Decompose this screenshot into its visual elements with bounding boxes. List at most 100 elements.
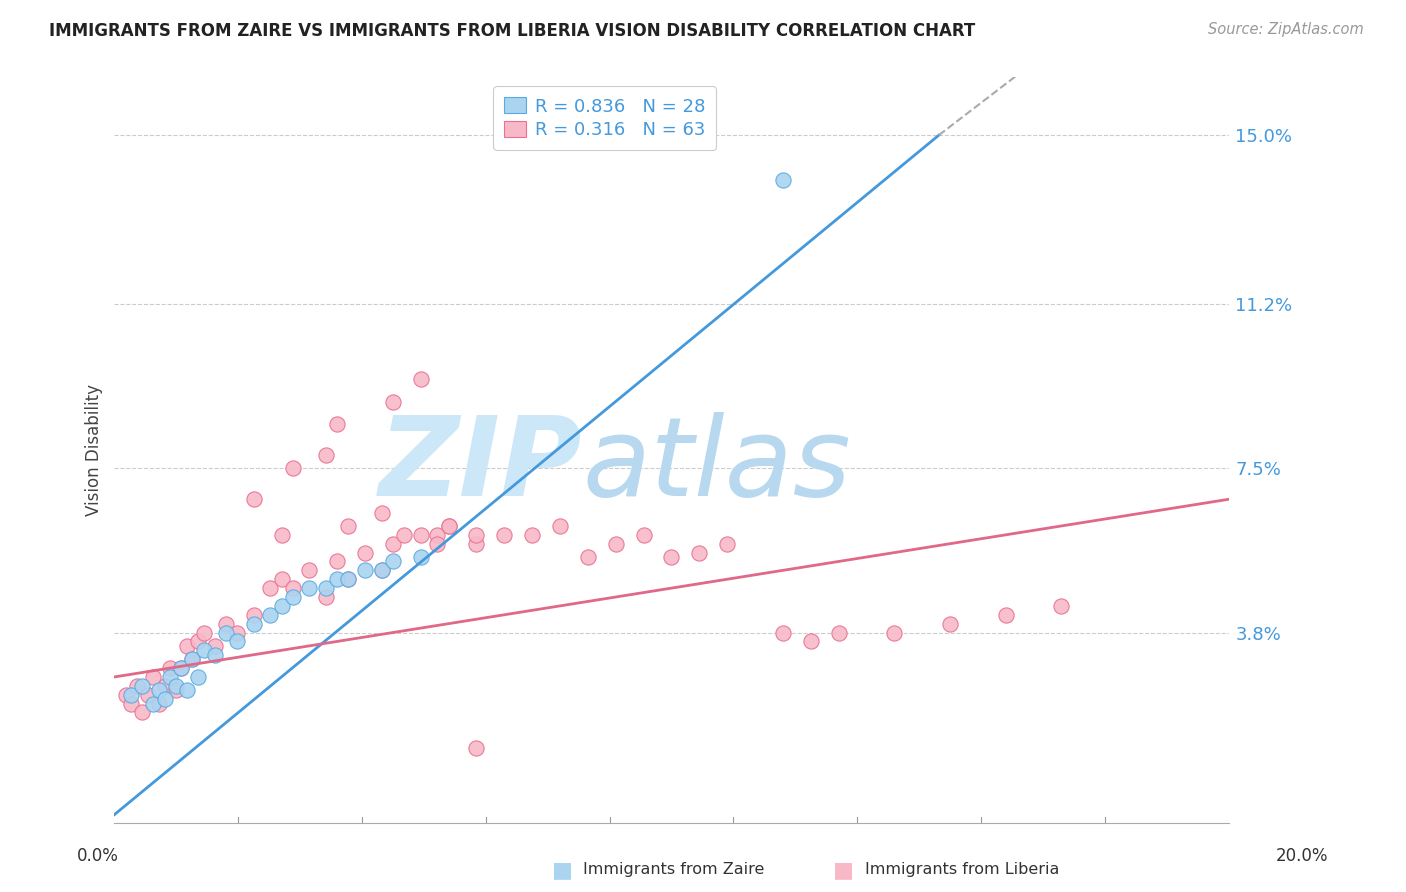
Point (371, 506, 394, 520)
Point (371, 563, 394, 577)
Point (226, 634, 249, 648)
Point (131, 679, 153, 693)
Point (204, 639, 226, 653)
Point (165, 683, 187, 698)
Point (270, 599, 292, 613)
Point (326, 554, 349, 568)
Point (298, 563, 321, 577)
Point (181, 652, 204, 666)
Point (242, 616, 264, 631)
Point (120, 688, 142, 702)
Point (187, 670, 209, 684)
Point (465, 528, 488, 542)
Point (281, 590, 304, 604)
Point (315, 448, 337, 462)
Text: Source: ZipAtlas.com: Source: ZipAtlas.com (1208, 22, 1364, 37)
Text: ZIP: ZIP (378, 412, 582, 519)
Point (315, 581, 337, 595)
Text: atlas: atlas (582, 412, 851, 519)
Point (270, 572, 292, 586)
Point (181, 652, 204, 666)
Point (259, 607, 281, 622)
Point (827, 625, 849, 640)
Text: 0.0%: 0.0% (77, 847, 120, 865)
Point (242, 492, 264, 507)
Point (270, 528, 292, 542)
Text: ■: ■ (553, 860, 572, 880)
Point (165, 679, 187, 693)
Point (114, 688, 136, 702)
Point (176, 639, 198, 653)
Point (883, 625, 905, 640)
Point (371, 563, 394, 577)
Legend: R = 0.836   N = 28, R = 0.316   N = 63: R = 0.836 N = 28, R = 0.316 N = 63 (494, 87, 716, 150)
Point (142, 670, 165, 684)
Point (426, 528, 449, 542)
Text: Immigrants from Liberia: Immigrants from Liberia (865, 863, 1059, 877)
Point (298, 581, 321, 595)
Point (605, 537, 627, 551)
Point (939, 616, 962, 631)
Point (409, 528, 432, 542)
Point (354, 563, 377, 577)
Point (409, 549, 432, 564)
Point (576, 549, 599, 564)
Point (426, 537, 449, 551)
Point (381, 537, 404, 551)
Point (994, 607, 1017, 622)
Point (381, 394, 404, 409)
Point (125, 679, 148, 693)
Point (465, 537, 488, 551)
Point (716, 537, 738, 551)
Point (688, 546, 710, 560)
Point (772, 172, 794, 186)
Point (337, 519, 360, 533)
Point (315, 590, 337, 604)
Point (1050, 599, 1073, 613)
Point (204, 648, 226, 662)
Point (633, 528, 655, 542)
Point (148, 683, 170, 698)
Point (193, 625, 215, 640)
Point (120, 697, 142, 711)
Point (215, 616, 238, 631)
Point (176, 683, 198, 698)
Point (281, 461, 304, 475)
Point (354, 546, 377, 560)
Point (465, 741, 488, 756)
Point (381, 554, 404, 568)
Point (226, 625, 249, 640)
Point (326, 572, 349, 586)
Point (153, 692, 176, 706)
Point (187, 634, 209, 648)
Point (153, 679, 176, 693)
Point (337, 572, 360, 586)
Point (159, 670, 181, 684)
Point (337, 572, 360, 586)
Point (437, 519, 460, 533)
Point (193, 643, 215, 657)
Point (800, 634, 823, 648)
Point (259, 581, 281, 595)
Point (494, 528, 516, 542)
Text: ■: ■ (834, 860, 853, 880)
Point (281, 581, 304, 595)
Point (409, 372, 432, 386)
Point (437, 519, 460, 533)
Point (548, 519, 571, 533)
Y-axis label: Vision Disability: Vision Disability (86, 384, 103, 516)
Point (772, 625, 794, 640)
Point (661, 549, 683, 564)
Point (136, 688, 159, 702)
Point (326, 417, 349, 431)
Point (522, 528, 544, 542)
Text: 20.0%: 20.0% (1277, 847, 1329, 865)
Point (242, 607, 264, 622)
Point (131, 706, 153, 720)
Point (159, 661, 181, 675)
Point (170, 661, 193, 675)
Point (215, 625, 238, 640)
Point (142, 697, 165, 711)
Text: Immigrants from Zaire: Immigrants from Zaire (583, 863, 765, 877)
Point (170, 661, 193, 675)
